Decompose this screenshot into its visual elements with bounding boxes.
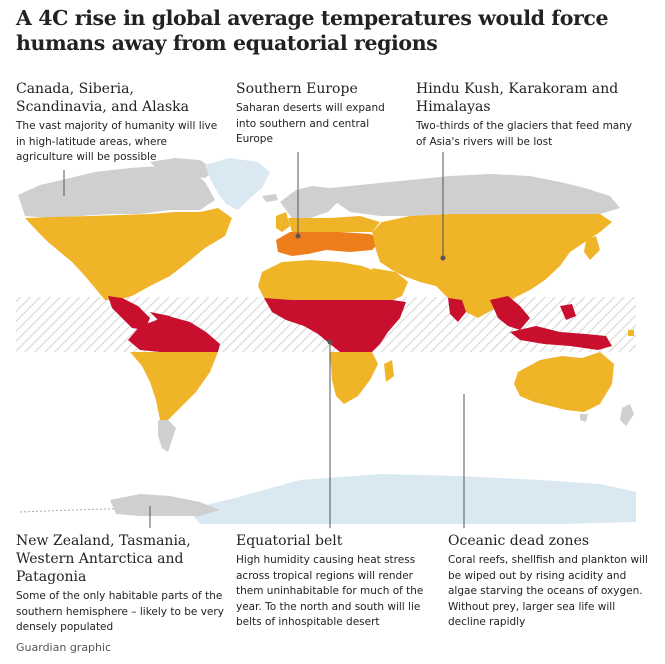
annotation-equatorial-belt: Equatorial belt High humidity causing he… (236, 532, 436, 631)
oceania (514, 330, 634, 426)
tasmania (580, 414, 588, 422)
page-title: A 4C rise in global average temperatures… (16, 6, 609, 55)
annotation-heading: Oceanic dead zones (448, 533, 590, 549)
annotation-heading: Canada, Siberia, Scandinavia, and Alaska (16, 81, 189, 115)
leader-lines (63, 152, 465, 528)
africa (258, 260, 406, 404)
europe (262, 186, 382, 256)
annotation-body: High humidity causing heat stress across… (236, 554, 424, 628)
annotation-body: Some of the only habitable parts of the … (16, 590, 224, 633)
annotation-southern-refuges: New Zealand, Tasmania, Western Antarctic… (16, 532, 226, 636)
annotation-oceanic-dead-zones: Oceanic dead zones Coral reefs, shellfis… (448, 532, 648, 631)
asia (330, 174, 620, 350)
annotation-body: Saharan deserts will expand into souther… (236, 102, 385, 145)
antarctica (110, 474, 636, 524)
annotation-body: Coral reefs, shellfish and plankton will… (448, 554, 648, 628)
annotation-body: Two-thirds of the glaciers that feed man… (416, 120, 633, 148)
annotation-himalayas: Hindu Kush, Karakoram and Himalayas Two-… (416, 80, 641, 150)
annotation-body: The vast majority of humanity will live … (16, 120, 218, 163)
greenland (205, 158, 270, 210)
credit: Guardian graphic (16, 641, 112, 654)
north-america (18, 158, 270, 330)
annotation-southern-europe: Southern Europe Saharan deserts will exp… (236, 80, 386, 148)
annotation-heading: Southern Europe (236, 81, 358, 97)
southern-europe-region (276, 232, 382, 256)
annotation-heading: Hindu Kush, Karakoram and Himalayas (416, 81, 619, 115)
south-america (128, 316, 220, 452)
new-zealand (620, 404, 634, 426)
annotation-heading: New Zealand, Tasmania, Western Antarctic… (16, 533, 191, 585)
annotation-north-high-latitudes: Canada, Siberia, Scandinavia, and Alaska… (16, 80, 221, 166)
annotation-heading: Equatorial belt (236, 533, 343, 549)
